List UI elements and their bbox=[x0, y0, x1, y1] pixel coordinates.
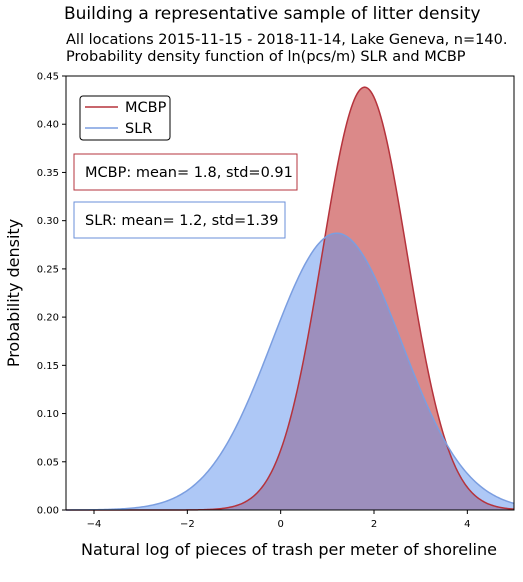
x-axis-label: Natural log of pieces of trash per meter… bbox=[81, 540, 497, 559]
annotation-box-mcbp bbox=[73, 153, 298, 191]
density-line-slr bbox=[66, 232, 515, 511]
y-tick-label: 0.45 bbox=[37, 72, 59, 83]
x-tick-label: 2 bbox=[371, 519, 377, 530]
annotation-mcbp-stats: MCBP: mean= 1.8, std=0.91 bbox=[73, 153, 298, 191]
legend-label-slr: SLR bbox=[125, 121, 152, 137]
y-tick-label: 0.05 bbox=[37, 457, 59, 468]
y-tick-label: 0.35 bbox=[37, 168, 59, 179]
legend: MCBP SLR bbox=[79, 95, 171, 141]
chart-subtitle: All locations 2015-11-15 - 2018-11-14, L… bbox=[66, 32, 507, 66]
subtitle-line-1: All locations 2015-11-15 - 2018-11-14, L… bbox=[66, 32, 508, 48]
y-tick-label: 0.40 bbox=[37, 120, 59, 131]
annotation-box-slr bbox=[73, 201, 286, 239]
y-tick-label: 0.25 bbox=[37, 264, 59, 275]
y-axis-ticks: 0.00 0.05 0.10 0.15 0.20 0.25 0.30 0.35 0.40 0.45 bbox=[37, 72, 66, 517]
legend-label-mcbp: MCBP bbox=[125, 100, 167, 116]
x-tick-label: −2 bbox=[180, 519, 195, 530]
chart-title: Building a representative sample of litt… bbox=[64, 4, 481, 24]
subtitle-line-2: Probability density function of ln(pcs/m… bbox=[66, 49, 466, 65]
annotation-text-mcbp: MCBP: mean= 1.8, std=0.91 bbox=[85, 165, 293, 181]
y-tick-label: 0.00 bbox=[37, 506, 59, 517]
y-tick-label: 0.15 bbox=[37, 361, 59, 372]
x-tick-label: 0 bbox=[277, 519, 283, 530]
area-fill-slr bbox=[66, 233, 514, 510]
plot-frame bbox=[65, 75, 515, 511]
x-tick-label: 4 bbox=[464, 519, 470, 530]
y-axis-label: Probability density bbox=[4, 219, 23, 367]
series-fills bbox=[66, 87, 514, 510]
y-tick-label: 0.10 bbox=[37, 409, 59, 420]
annotation-slr-stats: SLR: mean= 1.2, std=1.39 bbox=[73, 201, 286, 239]
x-axis-ticks: −4 −2 0 2 4 bbox=[87, 510, 471, 530]
x-tick-label: −4 bbox=[87, 519, 102, 530]
y-tick-label: 0.20 bbox=[37, 313, 59, 324]
annotation-text-slr: SLR: mean= 1.2, std=1.39 bbox=[85, 213, 278, 229]
y-tick-label: 0.30 bbox=[37, 216, 59, 227]
